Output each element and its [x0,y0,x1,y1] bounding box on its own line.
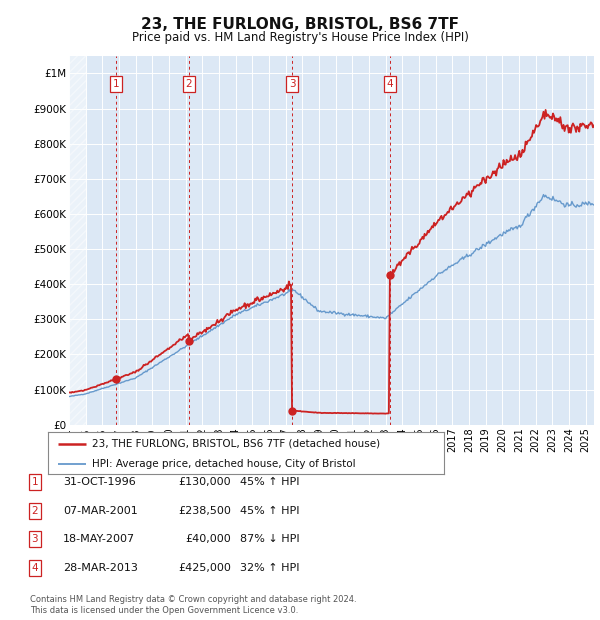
Text: 3: 3 [31,534,38,544]
Text: 87% ↓ HPI: 87% ↓ HPI [240,534,299,544]
Text: 3: 3 [289,79,295,89]
Text: 23, THE FURLONG, BRISTOL, BS6 7TF: 23, THE FURLONG, BRISTOL, BS6 7TF [141,17,459,32]
Text: This data is licensed under the Open Government Licence v3.0.: This data is licensed under the Open Gov… [30,606,298,615]
Text: 4: 4 [386,79,393,89]
Text: 23, THE FURLONG, BRISTOL, BS6 7TF (detached house): 23, THE FURLONG, BRISTOL, BS6 7TF (detac… [92,438,380,448]
Text: 07-MAR-2001: 07-MAR-2001 [63,506,138,516]
Text: 45% ↑ HPI: 45% ↑ HPI [240,506,299,516]
Text: 4: 4 [31,563,38,573]
Text: 1: 1 [31,477,38,487]
Text: 32% ↑ HPI: 32% ↑ HPI [240,563,299,573]
Text: Contains HM Land Registry data © Crown copyright and database right 2024.: Contains HM Land Registry data © Crown c… [30,595,356,604]
Text: 28-MAR-2013: 28-MAR-2013 [63,563,138,573]
Text: 1: 1 [113,79,119,89]
Text: 2: 2 [31,506,38,516]
Text: 31-OCT-1996: 31-OCT-1996 [63,477,136,487]
Text: 18-MAY-2007: 18-MAY-2007 [63,534,135,544]
Text: £238,500: £238,500 [178,506,231,516]
Text: £40,000: £40,000 [185,534,231,544]
Text: 45% ↑ HPI: 45% ↑ HPI [240,477,299,487]
Text: HPI: Average price, detached house, City of Bristol: HPI: Average price, detached house, City… [92,459,355,469]
Text: Price paid vs. HM Land Registry's House Price Index (HPI): Price paid vs. HM Land Registry's House … [131,31,469,44]
Text: £425,000: £425,000 [178,563,231,573]
Text: 2: 2 [185,79,192,89]
Text: £130,000: £130,000 [178,477,231,487]
